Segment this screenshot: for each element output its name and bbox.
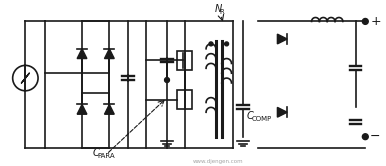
Text: R: R — [220, 9, 225, 15]
Polygon shape — [105, 104, 114, 114]
Circle shape — [209, 42, 213, 46]
Bar — [177, 90, 192, 109]
Text: $N$: $N$ — [214, 2, 223, 14]
Text: $C$: $C$ — [92, 146, 101, 158]
Circle shape — [225, 42, 229, 46]
Bar — [177, 51, 192, 70]
Text: +: + — [370, 15, 381, 28]
Circle shape — [362, 134, 368, 140]
Polygon shape — [77, 49, 87, 59]
Circle shape — [362, 18, 368, 24]
Text: www.djengen.com: www.djengen.com — [192, 159, 243, 164]
Text: PARA: PARA — [98, 153, 115, 159]
Polygon shape — [105, 49, 114, 59]
Polygon shape — [278, 107, 287, 117]
Polygon shape — [77, 104, 87, 114]
Circle shape — [164, 78, 169, 83]
Text: $C$: $C$ — [246, 109, 255, 121]
Text: −: − — [370, 130, 381, 143]
Text: COMP: COMP — [252, 116, 272, 122]
Polygon shape — [278, 34, 287, 44]
